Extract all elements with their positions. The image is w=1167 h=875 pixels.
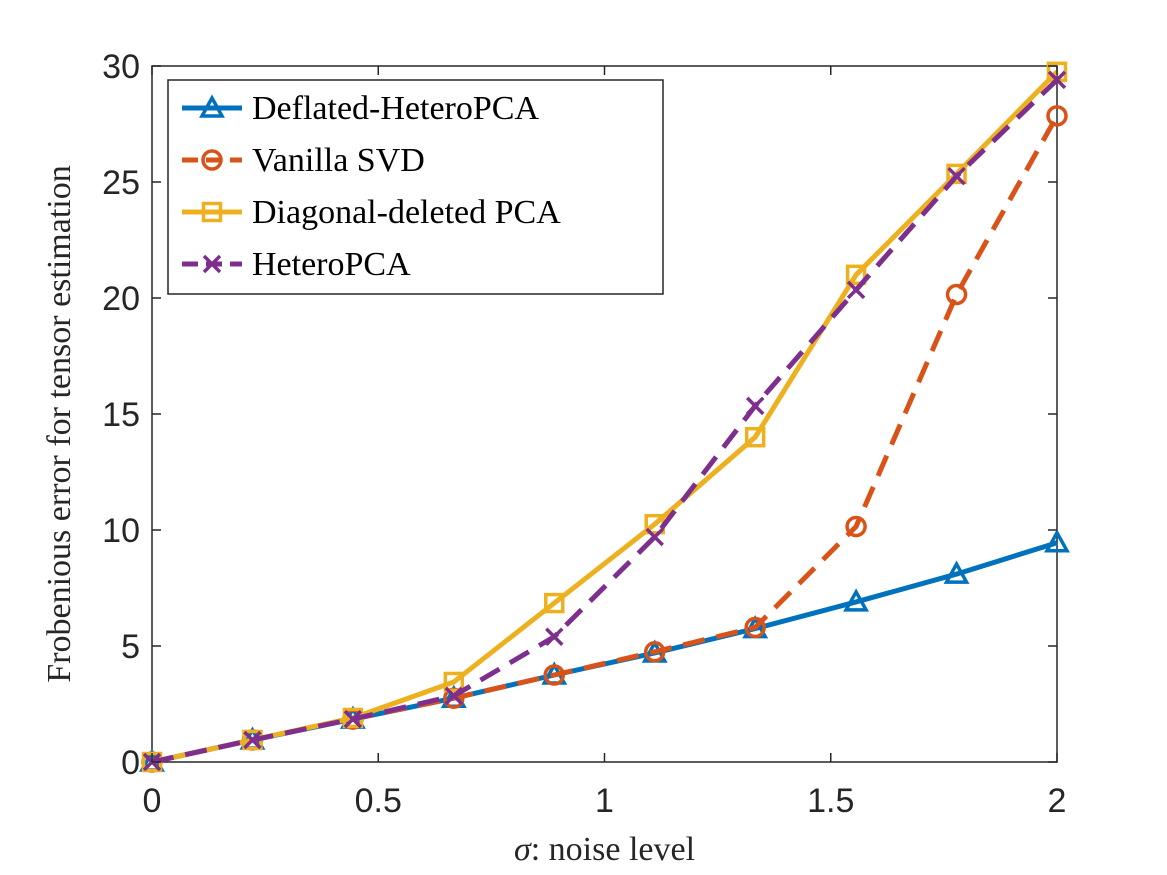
- y-tick-label: 15: [102, 396, 140, 434]
- data-point: [444, 686, 464, 706]
- data-point: [845, 515, 867, 538]
- x-tick-label: 1: [595, 782, 614, 820]
- x-marker: [745, 396, 765, 416]
- y-tick-label: 10: [102, 512, 140, 550]
- series-line: [151, 78, 1059, 765]
- legend-label: Vanilla SVD: [252, 142, 425, 179]
- data-point: [946, 163, 967, 185]
- circle-marker: [945, 283, 968, 306]
- data-point: [1047, 70, 1067, 90]
- data-point: [443, 671, 465, 693]
- data-point: [1044, 529, 1070, 553]
- circle-marker: [845, 515, 867, 538]
- legend-label: Diagonal-deleted PCA: [252, 194, 561, 231]
- x-marker: [846, 280, 866, 300]
- legend-items: Deflated-HeteroPCA Vanilla SVD Diagonal-de…: [182, 90, 561, 283]
- data-point: [543, 664, 566, 686]
- x-marker: [1047, 70, 1067, 90]
- series-layer: [139, 61, 1070, 773]
- data-point: [845, 264, 867, 286]
- data-point: [843, 588, 870, 612]
- x-tick-label: 1.5: [807, 782, 854, 820]
- x-axis-label: : noise level: [531, 831, 695, 868]
- legend-item: Diagonal-deleted PCA: [182, 194, 561, 231]
- x-marker: [545, 627, 564, 646]
- square-marker: [744, 426, 766, 448]
- triangle-marker: [1044, 529, 1070, 553]
- triangle-marker: [199, 94, 225, 118]
- x-tick-label: 0: [143, 782, 162, 820]
- legend: Deflated-HeteroPCA Vanilla SVD Diagonal-de…: [167, 79, 664, 295]
- circle-marker: [1046, 105, 1068, 127]
- square-marker: [946, 163, 967, 185]
- x-axis-symbol: σ: [514, 831, 532, 868]
- x-marker: [243, 730, 262, 750]
- data-point: [545, 627, 564, 646]
- legend-box: [167, 79, 664, 295]
- data-point: [945, 283, 968, 306]
- x-marker: [343, 709, 363, 729]
- x-marker: [947, 166, 966, 186]
- circle-marker: [643, 641, 666, 663]
- triangle-marker: [843, 588, 870, 612]
- y-tick-label: 25: [102, 164, 140, 202]
- triangle-marker: [943, 560, 970, 584]
- data-point: [643, 641, 666, 663]
- data-point: [846, 280, 866, 300]
- y-axis-title: Frobenious error for tensor estimation: [41, 165, 78, 682]
- data-point: [745, 396, 765, 416]
- y-tick-label: 5: [121, 628, 140, 666]
- square-marker: [443, 671, 465, 693]
- x-marker: [645, 527, 664, 547]
- legend-item: Deflated-HeteroPCA: [182, 90, 539, 127]
- y-tick-label: 20: [102, 280, 140, 318]
- data-point: [947, 166, 966, 186]
- x-tick-label: 2: [1048, 782, 1067, 820]
- legend-item: Vanilla SVD: [182, 142, 425, 179]
- data-point: [744, 616, 766, 639]
- data-point: [645, 527, 664, 547]
- data-point: [943, 560, 970, 584]
- legend-label: Deflated-HeteroPCA: [252, 90, 539, 127]
- x-marker: [202, 254, 222, 274]
- data-point: [343, 709, 363, 729]
- x-tick-label: 0.5: [355, 782, 402, 820]
- legend-item: HeteroPCA: [182, 246, 411, 283]
- data-point: [744, 426, 766, 448]
- square-marker: [544, 592, 565, 614]
- y-tick-label: 0: [121, 744, 140, 782]
- x-marker: [444, 686, 464, 706]
- legend-label: HeteroPCA: [252, 246, 411, 283]
- x-axis-title: σ: noise level: [514, 831, 695, 868]
- data-point: [1046, 105, 1068, 127]
- data-point: [544, 592, 565, 614]
- circle-marker: [744, 616, 766, 639]
- square-marker: [201, 201, 223, 223]
- circle-marker: [201, 149, 223, 171]
- data-point: [243, 730, 262, 750]
- y-tick-label: 30: [102, 48, 140, 86]
- square-marker: [845, 264, 867, 286]
- circle-marker: [543, 664, 566, 686]
